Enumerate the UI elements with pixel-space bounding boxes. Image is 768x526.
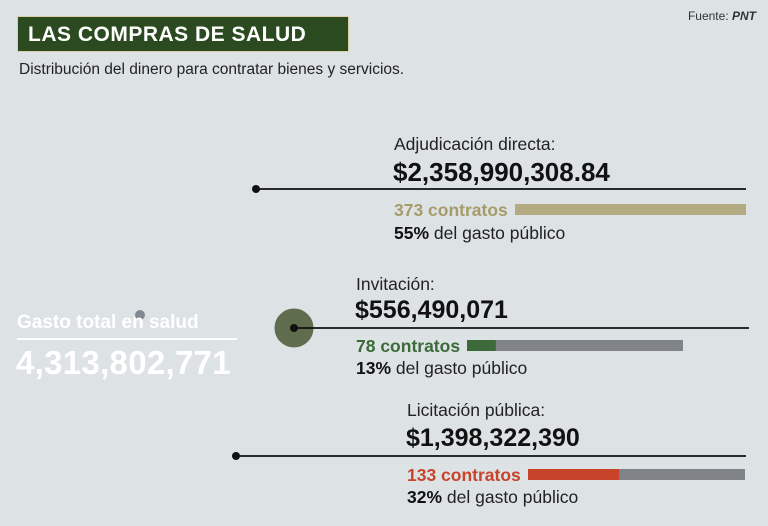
category-share-licitacion: 32% del gasto público [407, 487, 578, 508]
contracts-bar-fill-adjudicacion [515, 204, 746, 215]
title-banner: LAS COMPRAS DE SALUD [17, 16, 349, 52]
contracts-bar-track-licitacion [528, 469, 745, 480]
category-amount-invitacion: $556,490,071 [355, 296, 508, 324]
total-divider [17, 338, 237, 340]
connector-dot-adjudicacion [252, 185, 260, 193]
contracts-bar-fill-licitacion [528, 469, 620, 480]
category-amount-licitacion: $1,398,322,390 [406, 424, 580, 452]
total-value: 4,313,802,771 [16, 344, 231, 381]
category-contracts-invitacion: 78 contratos [356, 336, 461, 356]
source-name: PNT [732, 9, 756, 23]
category-share-invitacion: 13% del gasto público [356, 358, 527, 379]
total-bubble [135, 310, 145, 320]
total-label: Gasto total en salud [17, 312, 199, 333]
category-share-adjudicacion: 55% del gasto público [394, 223, 565, 244]
category-amount-adjudicacion: $2,358,990,308.84 [393, 157, 610, 187]
share-text: del gasto público [442, 487, 579, 507]
category-contracts-adjudicacion: 373 contratos [394, 200, 508, 220]
connector-dot-licitacion [232, 452, 240, 460]
category-label-invitacion: Invitación: [356, 274, 435, 294]
connector-dot-invitacion [290, 324, 298, 332]
contracts-bar-track-invitacion [467, 340, 683, 351]
category-label-adjudicacion: Adjudicación directa: [394, 134, 556, 154]
share-text: del gasto público [391, 358, 528, 378]
share-percent: 13% [356, 358, 392, 378]
page-title: LAS COMPRAS DE SALUD [28, 23, 307, 46]
category-label-licitacion: Licitación pública: [407, 400, 546, 420]
share-text: del gasto público [429, 223, 566, 243]
page-subtitle: Distribución del dinero para contratar b… [19, 61, 405, 78]
contracts-bar-fill-invitacion [467, 340, 496, 351]
share-percent: 32% [407, 487, 443, 507]
source-prefix: Fuente: [687, 9, 729, 23]
source-note: Fuente: PNT [688, 9, 756, 23]
category-contracts-licitacion: 133 contratos [407, 465, 521, 485]
share-percent: 55% [394, 223, 430, 243]
